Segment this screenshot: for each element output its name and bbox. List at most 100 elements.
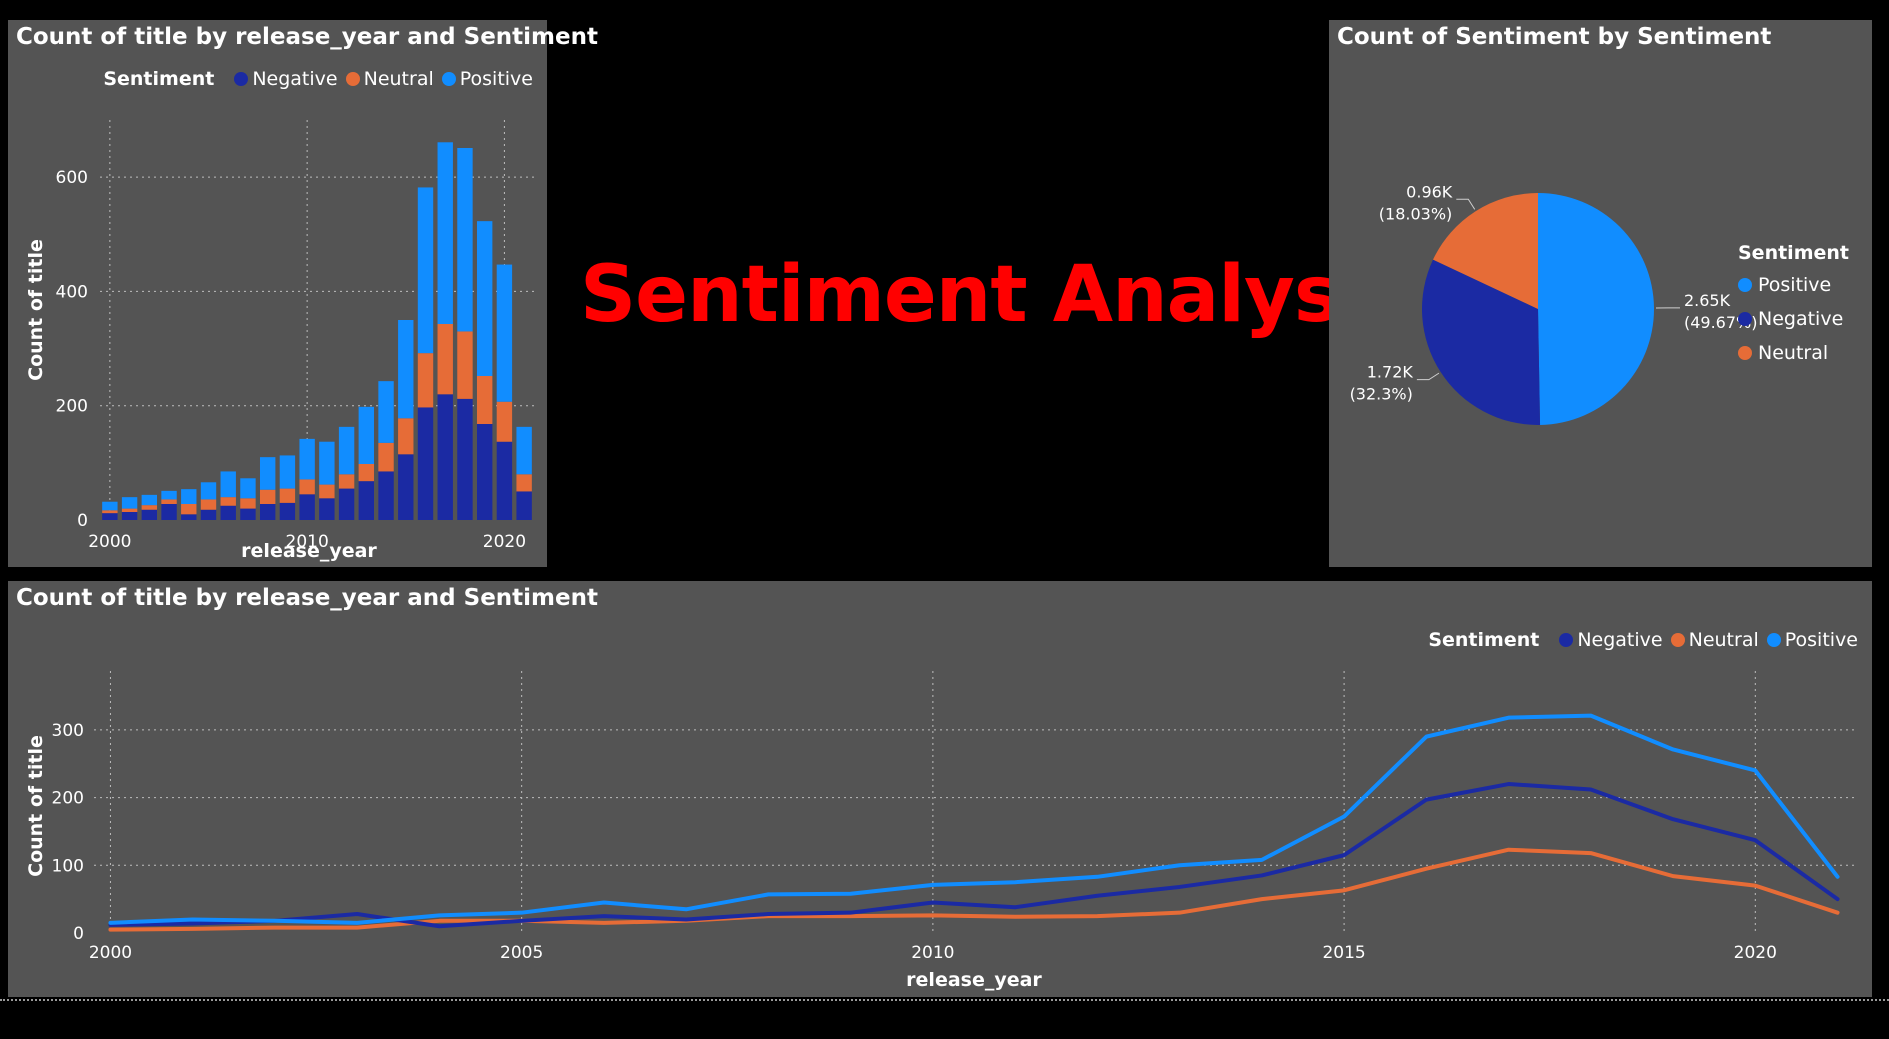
pie-legend-item-positive[interactable]: Positive — [1738, 274, 1849, 296]
line-legend-item-negative[interactable]: Negative — [1559, 629, 1663, 651]
bar-segment-neutral-2017[interactable] — [437, 324, 453, 395]
line-legend-item-neutral[interactable]: Neutral — [1670, 629, 1759, 651]
bar-segment-positive-2003[interactable] — [161, 490, 177, 500]
bar-x-axis-label: release_year — [241, 540, 377, 562]
bar-segment-positive-2016[interactable] — [417, 187, 434, 354]
pie-chart-plot[interactable]: 2.65K(49.67%)1.72K(32.3%)0.96K(18.03%) — [1329, 20, 1872, 567]
bar-segment-neutral-2020[interactable] — [496, 401, 513, 442]
bar-chart-panel[interactable]: Count of title by release_year and Senti… — [8, 20, 598, 567]
bar-segment-neutral-2005[interactable] — [200, 499, 217, 510]
bar-segment-negative-2012[interactable] — [338, 488, 355, 520]
bar-segment-positive-2020[interactable] — [496, 264, 513, 402]
bar-segment-positive-2000[interactable] — [102, 501, 118, 511]
bar-x-tick-label: 2000 — [88, 532, 131, 552]
bar-segment-negative-2008[interactable] — [259, 504, 276, 520]
pie-legend-label-neutral: Neutral — [1758, 342, 1829, 364]
bar-segment-negative-2021[interactable] — [516, 491, 532, 520]
bar-segment-negative-2003[interactable] — [161, 504, 177, 520]
bar-segment-negative-2001[interactable] — [121, 512, 138, 520]
bar-segment-negative-2009[interactable] — [279, 502, 296, 520]
line-x-ticks: 2000 2005 2010 2015 2020 — [89, 943, 1777, 963]
bar-segment-neutral-2021[interactable] — [516, 474, 532, 492]
pie-slice-neutral[interactable] — [1433, 193, 1538, 309]
line-chart-plot[interactable]: 0 100 200 300 2000 2005 2010 2015 2020 release_… — [8, 581, 1872, 997]
bar-segment-positive-2004[interactable] — [181, 489, 197, 504]
bar-legend-item-neutral[interactable]: Neutral — [345, 68, 434, 90]
pie-legend-item-neutral[interactable]: Neutral — [1738, 342, 1849, 364]
pie-slice-negative[interactable] — [1422, 259, 1541, 425]
pie-leader-line — [1456, 198, 1476, 210]
line-y-axis-label: Count of title — [25, 735, 47, 877]
bar-chart-plot[interactable]: 0 200 400 600 2000 2010 2020 release_year Cou… — [8, 20, 547, 567]
bar-segment-positive-2007[interactable] — [240, 478, 256, 499]
bar-segment-neutral-2019[interactable] — [476, 376, 493, 424]
bar-segment-negative-2019[interactable] — [476, 424, 493, 520]
line-chart-legend[interactable]: Sentiment Negative Neutral Positive — [1428, 629, 1858, 651]
bar-segment-negative-2013[interactable] — [358, 481, 375, 520]
bar-legend-item-positive[interactable]: Positive — [441, 68, 533, 90]
line-series-negative[interactable] — [108, 782, 1840, 929]
pie-slice-positive[interactable] — [1538, 193, 1655, 425]
bar-segment-neutral-2001[interactable] — [121, 508, 138, 512]
line-legend-item-positive[interactable]: Positive — [1766, 629, 1858, 651]
bar-segment-positive-2014[interactable] — [378, 381, 394, 443]
line-x-tick-label: 2005 — [500, 943, 543, 963]
bar-segment-positive-2001[interactable] — [121, 497, 138, 509]
bar-segment-neutral-2011[interactable] — [319, 484, 335, 499]
bar-segment-negative-2000[interactable] — [102, 513, 118, 520]
bar-segment-negative-2015[interactable] — [398, 454, 414, 520]
line-series-neutral[interactable] — [108, 847, 1840, 932]
bar-segment-negative-2005[interactable] — [200, 509, 217, 520]
bar-segment-negative-2020[interactable] — [496, 441, 513, 520]
bar-segment-positive-2012[interactable] — [338, 426, 355, 475]
line-marks — [108, 713, 1840, 932]
bar-segment-positive-2019[interactable] — [476, 221, 493, 376]
bar-segment-negative-2010[interactable] — [299, 494, 315, 520]
bar-legend-label-negative: Negative — [252, 68, 338, 90]
line-series-positive[interactable] — [108, 713, 1840, 925]
bar-segment-neutral-2006[interactable] — [220, 497, 236, 506]
line-chart-panel[interactable]: Count of title by release_year and Senti… — [8, 581, 1872, 997]
bar-segment-positive-2011[interactable] — [319, 441, 335, 485]
bar-legend-item-negative[interactable]: Negative — [234, 68, 338, 90]
bar-segment-neutral-2008[interactable] — [259, 489, 276, 504]
bar-segment-positive-2002[interactable] — [141, 494, 158, 506]
pie-legend-item-negative[interactable]: Negative — [1738, 308, 1849, 330]
bar-segment-positive-2006[interactable] — [220, 471, 236, 498]
bar-segment-neutral-2015[interactable] — [398, 418, 414, 455]
bar-segment-neutral-2004[interactable] — [181, 504, 197, 515]
bar-segment-neutral-2014[interactable] — [378, 442, 394, 472]
bar-segment-neutral-2010[interactable] — [299, 479, 315, 495]
bar-segment-neutral-2016[interactable] — [417, 353, 434, 408]
bar-segment-positive-2021[interactable] — [516, 426, 532, 475]
bar-chart-legend[interactable]: Sentiment Negative Neutral Positive — [103, 68, 533, 90]
bar-y-tick-label: 200 — [56, 397, 88, 417]
bar-segment-negative-2007[interactable] — [240, 508, 256, 520]
bar-segment-positive-2013[interactable] — [358, 406, 375, 464]
bar-segment-positive-2015[interactable] — [398, 320, 414, 419]
bar-segment-neutral-2013[interactable] — [358, 464, 375, 482]
bar-segment-negative-2018[interactable] — [457, 398, 473, 520]
bar-segment-negative-2011[interactable] — [319, 498, 335, 520]
bar-segment-negative-2016[interactable] — [417, 407, 434, 520]
bar-segment-neutral-2002[interactable] — [141, 505, 158, 510]
bar-segment-negative-2006[interactable] — [220, 505, 236, 520]
bar-segment-positive-2009[interactable] — [279, 455, 296, 489]
bar-segment-neutral-2018[interactable] — [457, 331, 473, 399]
pie-chart-legend[interactable]: Sentiment Positive Negative Neutral — [1738, 242, 1849, 376]
bar-segment-positive-2010[interactable] — [299, 438, 315, 480]
bar-segment-positive-2008[interactable] — [259, 457, 276, 490]
bar-segment-neutral-2007[interactable] — [240, 498, 256, 509]
pie-chart-panel[interactable]: Count of Sentiment by Sentiment 2.65K (49… — [1329, 20, 1872, 567]
bar-segment-neutral-2009[interactable] — [279, 488, 296, 503]
bar-segment-neutral-2003[interactable] — [161, 499, 177, 504]
bar-segment-neutral-2000[interactable] — [102, 510, 118, 514]
bar-segment-negative-2014[interactable] — [378, 471, 394, 520]
bar-segment-negative-2004[interactable] — [181, 514, 197, 520]
bar-segment-neutral-2012[interactable] — [338, 474, 355, 489]
bar-segment-negative-2017[interactable] — [437, 394, 453, 520]
bar-segment-positive-2017[interactable] — [437, 142, 453, 324]
bar-segment-positive-2018[interactable] — [457, 148, 473, 332]
bar-segment-positive-2005[interactable] — [200, 482, 217, 500]
bar-segment-negative-2002[interactable] — [141, 509, 158, 520]
